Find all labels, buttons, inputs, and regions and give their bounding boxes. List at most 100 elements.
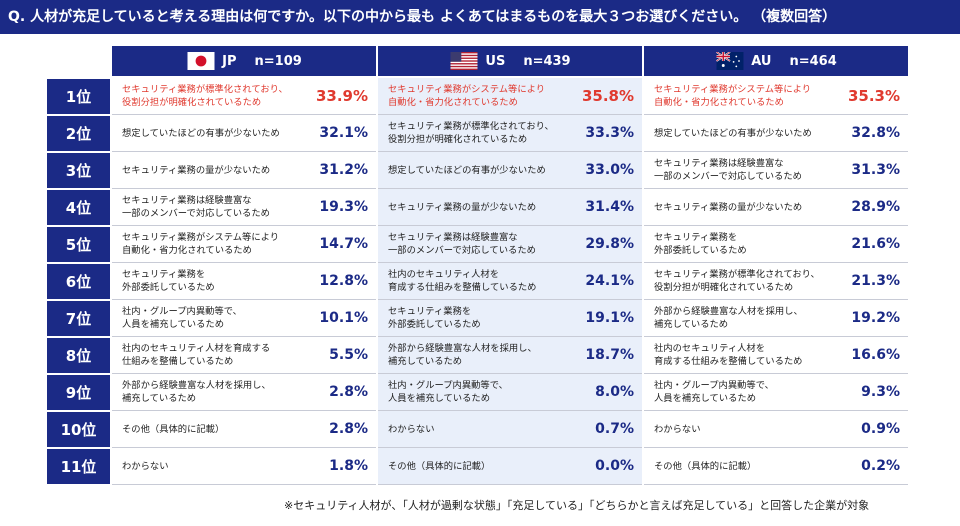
percentage-value: 16.6% (851, 347, 900, 363)
sample-size: n=464 (789, 53, 837, 69)
table-row: セキュリティ業務の量が少ないため 31.4% (378, 189, 642, 226)
table-row: 想定していたほどの有事が少ないため 32.8% (644, 115, 908, 152)
table-row: その他（具体的に記載） 2.8% (112, 411, 376, 448)
percentage-value: 18.7% (585, 347, 634, 363)
reason-label: その他（具体的に記載） (388, 460, 491, 472)
percentage-value: 5.5% (329, 347, 368, 363)
column-header-jp: JP n=109 (112, 46, 376, 76)
reason-label: セキュリティ業務の量が少ないため (122, 164, 271, 176)
table-row: 外部から経験豊富な人材を採用し、 補充しているため 2.8% (112, 374, 376, 411)
table-row: セキュリティ業務は経験豊富な 一部のメンバーで対応しているため 31.3% (644, 152, 908, 189)
percentage-value: 14.7% (319, 236, 368, 252)
question-header: Q. 人材が充足していると考える理由は何ですか。以下の中から最も よくあてはまる… (0, 0, 960, 34)
percentage-value: 35.3% (847, 87, 900, 105)
table-row: セキュリティ業務が標準化されており、 役割分担が明確化されているため 33.9% (112, 78, 376, 115)
reason-label: 想定していたほどの有事が少ないため (654, 127, 812, 139)
table-row: セキュリティ業務は経験豊富な 一部のメンバーで対応しているため 19.3% (112, 189, 376, 226)
table-row: わからない 0.7% (378, 411, 642, 448)
reason-label: セキュリティ業務が標準化されており、 役割分担が明確化されているため (388, 121, 554, 145)
reason-label: 社内のセキュリティ人材を 育成する仕組みを整備しているため (654, 343, 803, 367)
rank-label: 3位 (47, 153, 110, 188)
percentage-value: 32.1% (319, 125, 368, 141)
rank-label: 7位 (47, 301, 110, 336)
reason-label: セキュリティ業務は経験豊富な 一部のメンバーで対応しているため (122, 195, 270, 219)
percentage-value: 8.0% (595, 384, 634, 400)
table-row: 社内・グループ内異動等で、 人員を補充しているため 9.3% (644, 374, 908, 411)
rank-label: 4位 (47, 190, 110, 225)
table-row: セキュリティ業務が標準化されており、 役割分担が明確化されているため 33.3% (378, 115, 642, 152)
table-row: 想定していたほどの有事が少ないため 33.0% (378, 152, 642, 189)
rank-label: 2位 (47, 116, 110, 151)
japan-flag-icon (187, 52, 215, 70)
table-row: セキュリティ業務を 外部委託しているため 12.8% (112, 263, 376, 300)
reason-label: 外部から経験豊富な人材を採用し、 補充しているため (388, 343, 537, 367)
reason-label: セキュリティ業務がシステム等により 自動化・省力化されているため (122, 232, 280, 256)
reason-label: セキュリティ業務がシステム等により 自動化・省力化されているため (388, 84, 546, 108)
percentage-value: 31.4% (585, 199, 634, 215)
percentage-value: 0.0% (595, 458, 634, 474)
reason-label: セキュリティ業務が標準化されており、 役割分担が明確化されているため (654, 269, 820, 293)
column-header-us: US n=439 (378, 46, 642, 76)
reason-label: セキュリティ業務の量が少ないため (388, 201, 537, 213)
reason-label: 想定していたほどの有事が少ないため (122, 127, 280, 139)
reason-label: セキュリティ業務を 外部委託しているため (388, 306, 481, 330)
table-row: セキュリティ業務が標準化されており、 役割分担が明確化されているため 21.3% (644, 263, 908, 300)
percentage-value: 9.3% (861, 384, 900, 400)
reason-label: セキュリティ業務は経験豊富な 一部のメンバーで対応しているため (388, 232, 536, 256)
percentage-value: 35.8% (581, 87, 634, 105)
table-row: 社内のセキュリティ人材を育成する 仕組みを整備しているため 5.5% (112, 337, 376, 374)
table-row: 社内のセキュリティ人材を 育成する仕組みを整備しているため 16.6% (644, 337, 908, 374)
reason-label: 社内・グループ内異動等で、 人員を補充しているため (654, 380, 774, 404)
rank-label: 9位 (47, 375, 110, 410)
percentage-value: 33.3% (585, 125, 634, 141)
rank-label: 5位 (47, 227, 110, 262)
sample-size: n=109 (254, 53, 302, 69)
percentage-value: 12.8% (319, 273, 368, 289)
reason-label: わからない (122, 460, 169, 472)
table-row: 社内・グループ内異動等で、 人員を補充しているため 8.0% (378, 374, 642, 411)
percentage-value: 1.8% (329, 458, 368, 474)
percentage-value: 31.2% (319, 162, 368, 178)
percentage-value: 24.1% (585, 273, 634, 289)
percentage-value: 33.0% (585, 162, 634, 178)
rank-label: 11位 (47, 449, 110, 484)
percentage-value: 0.9% (861, 421, 900, 437)
reason-label: その他（具体的に記載） (122, 423, 225, 435)
percentage-value: 19.2% (851, 310, 900, 326)
reason-label: 社内のセキュリティ人材を 育成する仕組みを整備しているため (388, 269, 537, 293)
reason-label: セキュリティ業務が標準化されており、 役割分担が明確化されているため (122, 84, 288, 108)
table-row: セキュリティ業務がシステム等により 自動化・省力化されているため 14.7% (112, 226, 376, 263)
percentage-value: 29.8% (585, 236, 634, 252)
us-flag-icon (450, 52, 478, 70)
country-code: US (485, 53, 506, 69)
percentage-value: 0.2% (861, 458, 900, 474)
reason-label: セキュリティ業務を 外部委託しているため (654, 232, 747, 256)
percentage-value: 2.8% (329, 421, 368, 437)
column-header-au: AU n=464 (644, 46, 908, 76)
table-row: セキュリティ業務を 外部委託しているため 21.6% (644, 226, 908, 263)
percentage-value: 0.7% (595, 421, 634, 437)
table-row: 外部から経験豊富な人材を採用し、 補充しているため 19.2% (644, 300, 908, 337)
percentage-value: 10.1% (319, 310, 368, 326)
reason-label: セキュリティ業務は経験豊富な 一部のメンバーで対応しているため (654, 158, 802, 182)
reason-label: 外部から経験豊富な人材を採用し、 補充しているため (122, 380, 271, 404)
reason-label: その他（具体的に記載） (654, 460, 757, 472)
table-row: わからない 0.9% (644, 411, 908, 448)
table-row: わからない 1.8% (112, 448, 376, 485)
table-row: セキュリティ業務がシステム等により 自動化・省力化されているため 35.3% (644, 78, 908, 115)
rank-label: 1位 (47, 79, 110, 114)
reason-label: 社内のセキュリティ人材を育成する 仕組みを整備しているため (122, 343, 271, 367)
table-row: セキュリティ業務を 外部委託しているため 19.1% (378, 300, 642, 337)
sample-size: n=439 (523, 53, 571, 69)
rank-label: 8位 (47, 338, 110, 373)
table-row: その他（具体的に記載） 0.0% (378, 448, 642, 485)
reason-label: セキュリティ業務を 外部委託しているため (122, 269, 215, 293)
percentage-value: 2.8% (329, 384, 368, 400)
reason-label: 社内・グループ内異動等で、 人員を補充しているため (122, 306, 242, 330)
table-row: 想定していたほどの有事が少ないため 32.1% (112, 115, 376, 152)
footnote: ※セキュリティ人材が、「人材が過剰な状態」「充足している」「どちらかと言えば充足… (284, 499, 870, 512)
percentage-value: 33.9% (315, 87, 368, 105)
percentage-value: 32.8% (851, 125, 900, 141)
rank-label: 10位 (47, 412, 110, 447)
australia-flag-icon (716, 52, 744, 70)
